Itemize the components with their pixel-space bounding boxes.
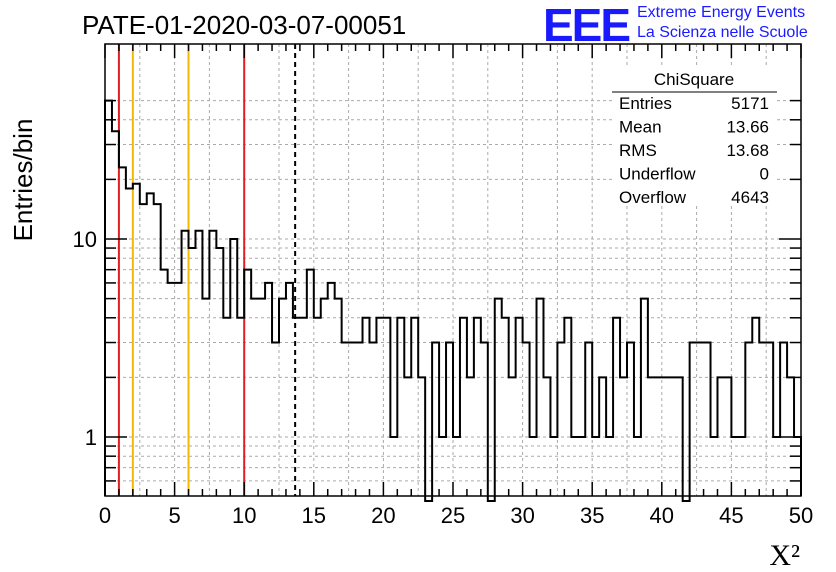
y-axis-label: Entries/bin: [8, 119, 38, 242]
stats-row-label: RMS: [619, 141, 657, 160]
histogram-series: [104, 99, 802, 502]
stats-row-value: 0: [760, 165, 769, 184]
stats-row-label: Entries: [619, 94, 672, 113]
x-tick-label: 10: [232, 503, 256, 528]
x-tick-label: 45: [719, 503, 743, 528]
y-tick-label: 10: [73, 227, 97, 252]
logo-line-1: Extreme Energy Events: [637, 4, 806, 21]
chart-title: PATE-01-2020-03-07-00051: [82, 10, 407, 40]
y-tick-labels: 1 10: [73, 227, 97, 450]
x-tick-label: 15: [302, 503, 326, 528]
x-axis-label: X²: [769, 539, 800, 572]
x-tick-label: 20: [371, 503, 395, 528]
logo-line-2: La Scienza nelle Scuole: [637, 24, 808, 41]
stats-title: ChiSquare: [654, 70, 734, 89]
eee-logo: EEE: [543, 0, 631, 51]
stats-row-value: 4643: [731, 188, 769, 207]
x-tick-label: 40: [650, 503, 674, 528]
y-tick-label: 1: [85, 425, 97, 450]
stats-row-label: Mean: [619, 118, 662, 137]
stats-row-value: 5171: [731, 94, 769, 113]
x-tick-label: 30: [510, 503, 534, 528]
x-tick-labels: 0 5 10 15 20 25 30 35 40 45 50: [99, 503, 813, 528]
stats-row-label: Underflow: [619, 165, 696, 184]
stats-row-label: Overflow: [619, 188, 687, 207]
x-tick-label: 5: [168, 503, 180, 528]
x-tick-label: 50: [789, 503, 813, 528]
x-tick-label: 0: [99, 503, 111, 528]
x-tick-label: 35: [580, 503, 604, 528]
stats-row-value: 13.66: [726, 118, 769, 137]
axis-ticks: [104, 44, 802, 496]
stats-box: ChiSquare Entries 5171 Mean 13.66 RMS 13.68 Un…: [612, 66, 777, 207]
stats-row-value: 13.68: [726, 141, 769, 160]
x-tick-label: 25: [441, 503, 465, 528]
